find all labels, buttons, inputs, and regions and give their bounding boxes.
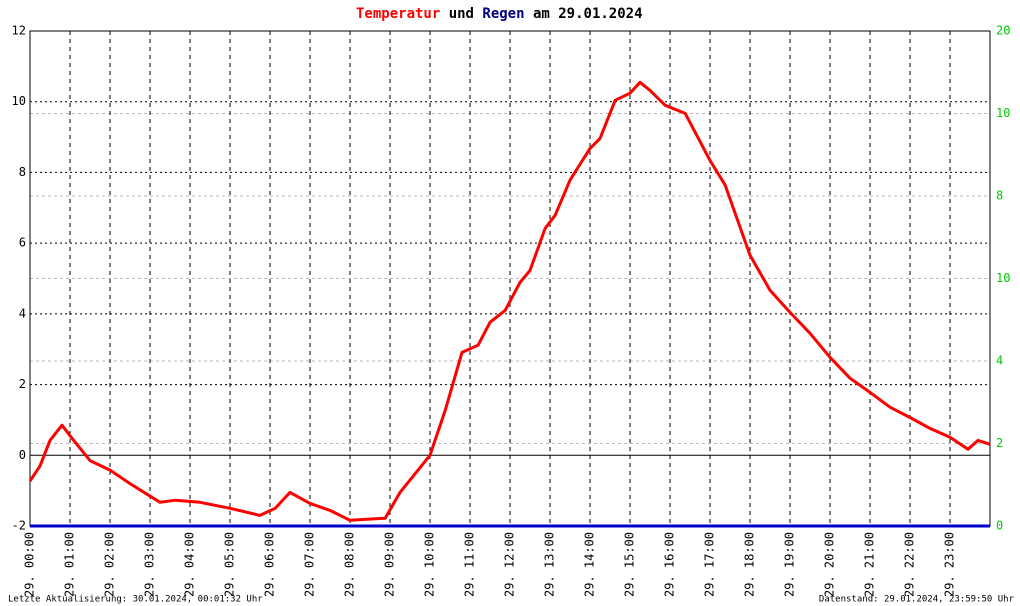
- title-temperature: Temperatur: [356, 6, 440, 22]
- x-tick-label: 29. 12:00: [503, 532, 517, 597]
- series-line: [28, 80, 991, 522]
- y2-tick-label: 10: [996, 106, 1010, 120]
- y-tick-label: -2: [12, 519, 26, 533]
- x-tick-label: 29. 21:00: [863, 532, 877, 597]
- title-date: am 29.01.2024: [533, 6, 643, 22]
- x-tick-label: 29. 16:00: [663, 532, 677, 597]
- x-tick-label: 29. 00:00: [23, 532, 37, 597]
- x-tick-label: 29. 19:00: [783, 532, 797, 597]
- x-tick-label: 29. 03:00: [143, 532, 157, 597]
- y2-tick-label: 10: [996, 271, 1010, 285]
- y-tick-label: 4: [19, 306, 26, 320]
- title-rain: Regen: [482, 6, 524, 22]
- y2-tick-label: 0: [996, 519, 1003, 533]
- x-tick-label: 29. 08:00: [343, 532, 357, 597]
- y-tick-label: 12: [12, 24, 26, 38]
- y2-tick-label: 20: [996, 24, 1010, 38]
- y2-tick-label: 2: [996, 436, 1003, 450]
- x-tick-label: 29. 15:00: [623, 532, 637, 597]
- x-tick-label: 29. 11:00: [463, 532, 477, 597]
- y-tick-label: 6: [19, 236, 26, 250]
- y-tick-label: 2: [19, 377, 26, 391]
- footer-left: Letzte Aktualisierung: 30.01.2024, 00:01…: [8, 595, 263, 605]
- y-tick-label: 10: [12, 94, 26, 108]
- x-tick-label: 29. 20:00: [823, 532, 837, 597]
- x-tick-label: 29. 22:00: [903, 532, 917, 597]
- x-tick-label: 29. 18:00: [743, 532, 757, 597]
- x-tick-label: 29. 14:00: [583, 532, 597, 597]
- x-tick-label: 29. 09:00: [383, 532, 397, 597]
- footer-right: Datenstand: 29.01.2024, 23:59:50 Uhr: [819, 595, 1015, 605]
- x-tick-label: 29. 06:00: [263, 532, 277, 597]
- y-tick-label: 8: [19, 165, 26, 179]
- x-tick-label: 29. 07:00: [303, 532, 317, 597]
- title-and: und: [449, 6, 474, 22]
- x-tick-label: 29. 23:00: [943, 532, 957, 597]
- x-tick-label: 29. 01:00: [63, 532, 77, 597]
- y-tick-label: 0: [19, 448, 26, 462]
- y2-tick-label: 8: [996, 189, 1003, 203]
- x-tick-label: 29. 04:00: [183, 532, 197, 597]
- x-tick-label: 29. 02:00: [103, 532, 117, 597]
- y2-tick-label: 4: [996, 354, 1003, 368]
- x-tick-label: 29. 13:00: [543, 532, 557, 597]
- x-tick-label: 29. 05:00: [223, 532, 237, 597]
- x-tick-label: 29. 17:00: [703, 532, 717, 597]
- x-tick-label: 29. 10:00: [423, 532, 437, 597]
